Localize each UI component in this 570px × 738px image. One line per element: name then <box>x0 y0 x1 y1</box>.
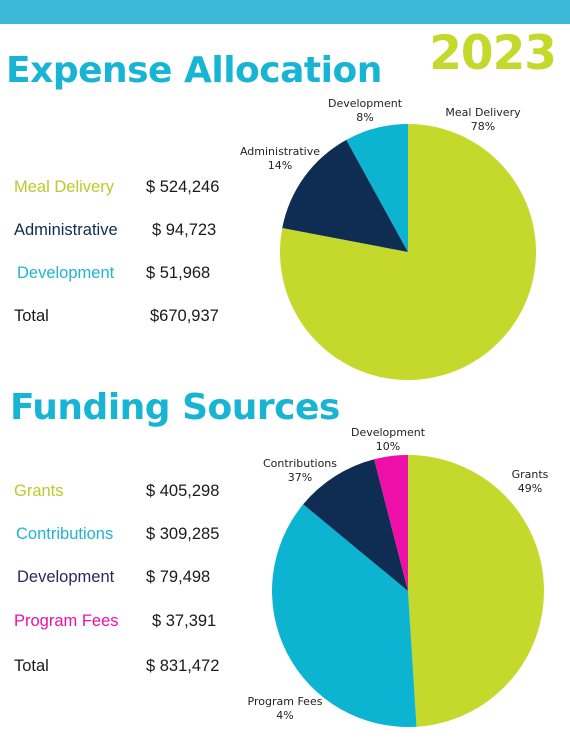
funding-row-amount: $ 309,285 <box>146 525 220 543</box>
expense-row-meal-delivery: Meal Delivery $ 524,246 <box>0 178 250 202</box>
funding-row-label: Development <box>17 568 115 586</box>
expense-row-label: Development <box>17 264 115 282</box>
pie-label-pct-development: 10% <box>376 440 400 453</box>
pie-label-name-meal-delivery: Meal Delivery <box>445 106 521 119</box>
funding-row-label: Contributions <box>16 525 114 543</box>
pie-label-name-administrative: Administrative <box>240 145 320 158</box>
pie-label-pct-contributions: 37% <box>288 471 312 484</box>
report-year: 2023 <box>429 26 557 81</box>
pie-label-pct-administrative: 14% <box>268 159 292 172</box>
expense-total-label: Total <box>14 307 49 325</box>
funding-row-amount: $ 79,498 <box>146 568 211 586</box>
funding-row-grants: Grants $ 405,298 <box>0 482 250 506</box>
funding-row-program-fees: Program Fees $ 37,391 <box>0 612 250 636</box>
pie-label-name-program-fees: Program Fees <box>248 695 323 708</box>
pie-label-pct-meal-delivery: 78% <box>471 120 495 133</box>
funding-row-label: Program Fees <box>14 612 119 630</box>
expense-row-administrative: Administrative $ 94,723 <box>0 221 250 245</box>
expense-section-title: Expense Allocation <box>6 50 382 91</box>
pie-label-name-contributions: Contributions <box>263 457 337 470</box>
top-accent-bar <box>0 0 570 24</box>
pie-label-pct-development: 8% <box>356 111 373 124</box>
pie-label-name-development: Development <box>351 426 426 439</box>
funding-row-contributions: Contributions $ 309,285 <box>0 525 250 549</box>
expense-row-amount: $ 524,246 <box>146 178 220 196</box>
funding-row-label: Grants <box>14 482 64 500</box>
funding-row-amount: $ 405,298 <box>146 482 220 500</box>
pie-slice-contributions <box>272 504 417 727</box>
pie-slice-development <box>303 459 408 591</box>
pie-label-pct-program-fees: 4% <box>276 709 293 722</box>
pie-slice-grants <box>408 455 545 727</box>
expense-total-amount: $670,937 <box>150 307 219 325</box>
funding-section-title: Funding Sources <box>10 387 340 428</box>
expense-row-development: Development $ 51,968 <box>0 264 250 288</box>
pie-slice-development <box>346 124 408 252</box>
pie-label-name-development: Development <box>328 97 403 110</box>
pie-label-pct-grants: 49% <box>518 482 542 495</box>
funding-row-amount: $ 37,391 <box>152 612 217 630</box>
funding-row-total: Total $ 831,472 <box>0 657 250 681</box>
expense-row-label: Administrative <box>14 221 118 239</box>
funding-row-development: Development $ 79,498 <box>0 568 250 592</box>
expense-row-label: Meal Delivery <box>14 178 114 196</box>
pie-slice-administrative <box>282 139 408 252</box>
pie-label-name-grants: Grants <box>512 468 549 481</box>
expense-row-total: Total $670,937 <box>0 307 250 331</box>
funding-total-label: Total <box>14 657 49 675</box>
expense-row-amount: $ 94,723 <box>152 221 217 239</box>
pie-slice-program-fees <box>374 455 408 591</box>
funding-total-amount: $ 831,472 <box>146 657 220 675</box>
expense-row-amount: $ 51,968 <box>146 264 211 282</box>
